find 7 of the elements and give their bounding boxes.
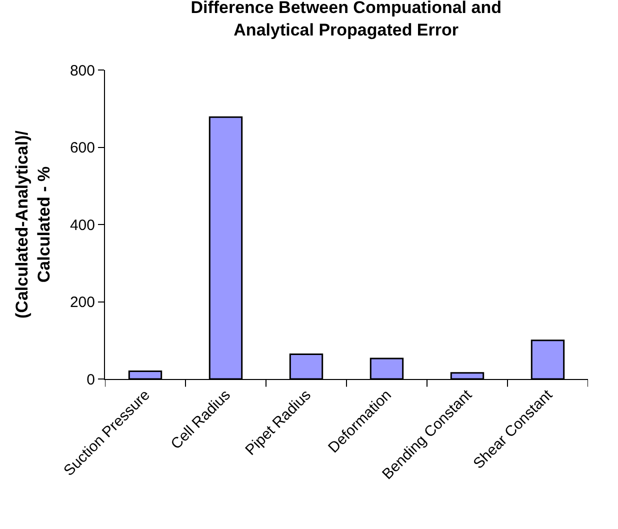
y-tick-label: 400 bbox=[70, 216, 95, 234]
chart-title: Difference Between Compuational and Analytical Propagated Error bbox=[190, 0, 502, 40]
y-tick-label: 200 bbox=[70, 294, 95, 311]
y-tick-label: 0 bbox=[86, 371, 95, 388]
y-axis-title: (Calculated-Analytical)/ Calculated - % bbox=[12, 130, 54, 318]
y-tick-label: 600 bbox=[70, 140, 95, 156]
y-tick-label: 800 bbox=[70, 62, 95, 80]
